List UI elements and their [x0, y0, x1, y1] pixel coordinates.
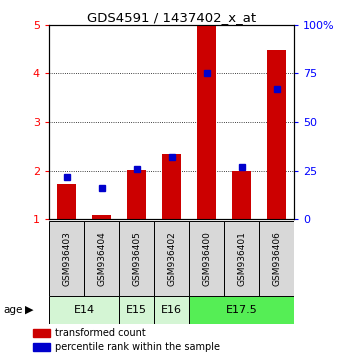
Text: GSM936405: GSM936405 — [132, 231, 141, 286]
Bar — [197, 25, 216, 219]
Bar — [119, 296, 154, 324]
Text: GSM936401: GSM936401 — [237, 231, 246, 286]
Bar — [33, 343, 50, 351]
Text: GSM936402: GSM936402 — [167, 231, 176, 286]
Bar — [127, 170, 146, 219]
Bar — [49, 221, 84, 296]
Bar — [84, 221, 119, 296]
Bar — [154, 296, 189, 324]
Text: percentile rank within the sample: percentile rank within the sample — [55, 342, 220, 352]
Text: ▶: ▶ — [25, 305, 34, 315]
Text: GSM936403: GSM936403 — [62, 231, 71, 286]
Bar — [119, 221, 154, 296]
Bar — [189, 221, 224, 296]
Title: GDS4591 / 1437402_x_at: GDS4591 / 1437402_x_at — [87, 11, 256, 24]
Bar — [49, 296, 119, 324]
Bar — [267, 50, 286, 219]
Text: GSM936400: GSM936400 — [202, 231, 211, 286]
Bar — [259, 221, 294, 296]
Text: E15: E15 — [126, 305, 147, 315]
Text: GSM936404: GSM936404 — [97, 231, 106, 286]
Bar — [232, 171, 251, 219]
Bar — [154, 221, 189, 296]
Text: age: age — [3, 305, 23, 315]
Text: transformed count: transformed count — [55, 328, 146, 338]
Text: GSM936406: GSM936406 — [272, 231, 281, 286]
Bar — [33, 329, 50, 337]
Bar — [189, 296, 294, 324]
Bar — [92, 215, 111, 219]
Text: E17.5: E17.5 — [226, 305, 258, 315]
Text: E14: E14 — [73, 305, 95, 315]
Bar — [57, 184, 76, 219]
Bar — [162, 154, 181, 219]
Bar — [224, 221, 259, 296]
Text: E16: E16 — [161, 305, 182, 315]
